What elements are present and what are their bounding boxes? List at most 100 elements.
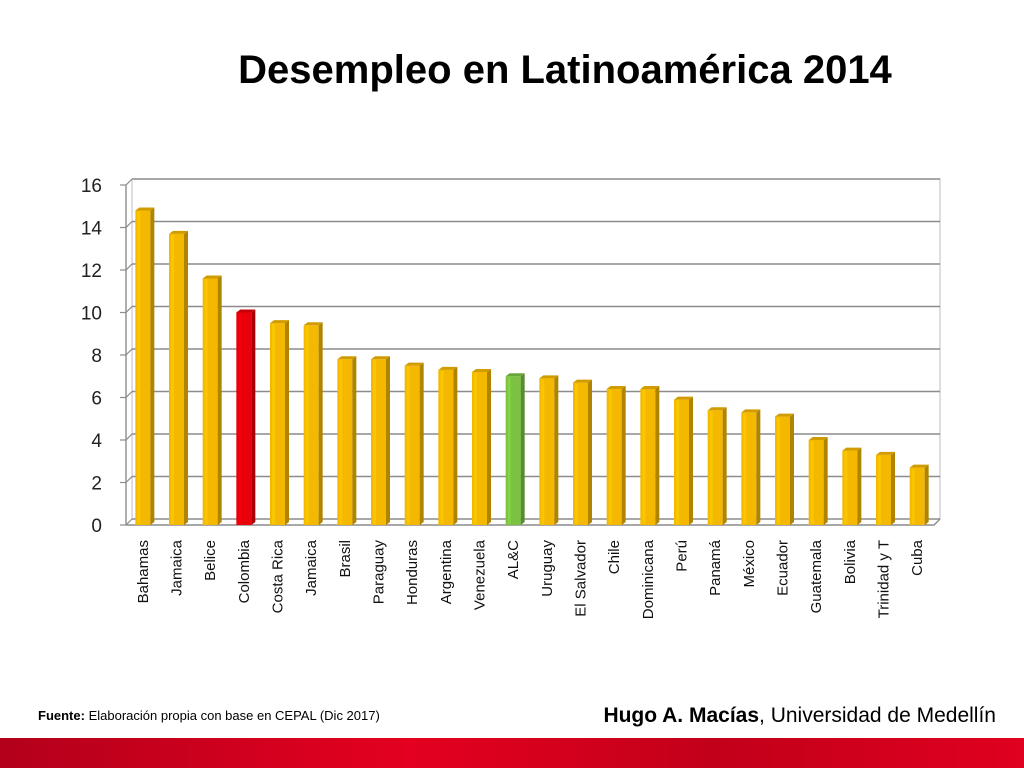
bar-side	[352, 356, 357, 525]
bar-side	[722, 407, 727, 525]
bar	[303, 322, 323, 525]
bar-top	[404, 362, 424, 366]
bar	[741, 409, 761, 525]
bar	[169, 230, 188, 525]
bar-shine	[676, 400, 679, 524]
bar-shine	[878, 455, 881, 524]
bar-top	[270, 320, 289, 324]
bar-top	[169, 230, 188, 234]
bar	[674, 396, 693, 525]
bar-side	[318, 322, 323, 525]
category-label: Brasil	[337, 540, 354, 578]
x-axis-line	[126, 518, 941, 526]
category-label: Colombia	[236, 539, 253, 603]
category-label: Argentina	[438, 539, 455, 604]
bar-top	[909, 464, 929, 468]
bar	[606, 386, 626, 525]
bar	[539, 375, 559, 525]
bar-side	[924, 464, 929, 525]
bar	[573, 379, 592, 525]
gridline-diagonal	[125, 221, 133, 228]
bar-shine	[474, 373, 477, 524]
bar-side	[386, 356, 390, 525]
y-tick-label: 12	[81, 261, 102, 282]
bar-side	[487, 369, 491, 525]
bar-shine	[844, 451, 848, 524]
bar-shine	[575, 383, 578, 524]
bar	[270, 320, 289, 525]
bar-top	[606, 386, 626, 389]
bar-side	[689, 396, 693, 525]
gridline-diagonal	[125, 391, 133, 398]
y-tick-label: 14	[81, 219, 103, 240]
y-tick-label: 6	[91, 389, 102, 410]
bar-shine	[339, 360, 343, 524]
bar-shine	[777, 417, 780, 524]
category-label: Costa Rica	[270, 539, 287, 613]
bar-top	[876, 451, 895, 455]
bar-side	[453, 366, 458, 525]
bar	[842, 447, 862, 525]
bar-side	[891, 451, 895, 525]
bar-side	[621, 386, 626, 525]
category-label: Ecuador	[775, 540, 792, 596]
bar	[472, 369, 491, 525]
category-label: Guatemala	[808, 539, 825, 613]
bar-top	[640, 386, 660, 389]
y-tick-label: 0	[91, 516, 102, 537]
bar	[236, 309, 256, 525]
bar	[775, 413, 794, 525]
bar-top	[135, 207, 155, 211]
author-name: Hugo A. Macías	[603, 704, 760, 727]
y-tick-label: 4	[91, 431, 102, 452]
bar-shine	[137, 211, 141, 524]
bar-side	[184, 230, 188, 525]
bar-shine	[373, 360, 376, 524]
category-label: Bahamas	[135, 540, 152, 603]
bar	[337, 356, 357, 525]
bar-shine	[171, 234, 174, 524]
category-label: Perú	[674, 540, 691, 572]
category-label: México	[741, 540, 758, 588]
source-note: Fuente: Elaboración propia con base en C…	[38, 708, 380, 723]
bar-side	[823, 437, 828, 525]
bar-top	[505, 373, 525, 377]
bar-shine	[305, 326, 309, 524]
category-label: Chile	[606, 540, 623, 574]
category-label: Jamaica	[303, 539, 320, 596]
bar-shine	[911, 468, 915, 524]
bar-side	[217, 275, 222, 525]
bar	[909, 464, 929, 525]
author-credit: Hugo A. Macías, Universidad de Medellín	[603, 704, 996, 728]
page-title: Desempleo en Latinoamérica 2014	[238, 48, 892, 92]
bar	[640, 386, 660, 525]
category-label: Trinidad y T	[876, 540, 893, 618]
bar-side	[588, 379, 592, 525]
category-label: Uruguay	[539, 540, 556, 597]
bar-side	[285, 320, 289, 525]
bar-shine	[238, 313, 242, 524]
bar-top	[202, 275, 222, 279]
bars	[135, 207, 929, 525]
footer-band	[0, 738, 1024, 768]
bar-top	[539, 375, 559, 379]
gridline-diagonal	[125, 306, 133, 313]
bar	[438, 366, 458, 525]
bar-top	[741, 409, 761, 413]
y-tick-label: 8	[91, 346, 102, 367]
category-label: Paraguay	[371, 540, 388, 605]
y-axis: 0 2 4 6 8 10 12 14 16	[81, 176, 941, 537]
source-text: Elaboración propia con base en CEPAL (Di…	[88, 708, 380, 723]
category-label: El Salvador	[573, 540, 590, 617]
bar	[808, 437, 828, 525]
bar-side	[251, 309, 256, 525]
bar-shine	[709, 411, 713, 524]
bar-side	[857, 447, 862, 525]
bar-shine	[541, 379, 545, 524]
gridline-diagonal	[125, 263, 133, 271]
category-labels: Bahamas Jamaica Belice Colombia Costa Rica Ja…	[135, 539, 926, 619]
bar-top	[775, 413, 794, 417]
grid-lines	[125, 178, 941, 526]
bar	[202, 275, 222, 525]
bar-top	[438, 366, 458, 370]
